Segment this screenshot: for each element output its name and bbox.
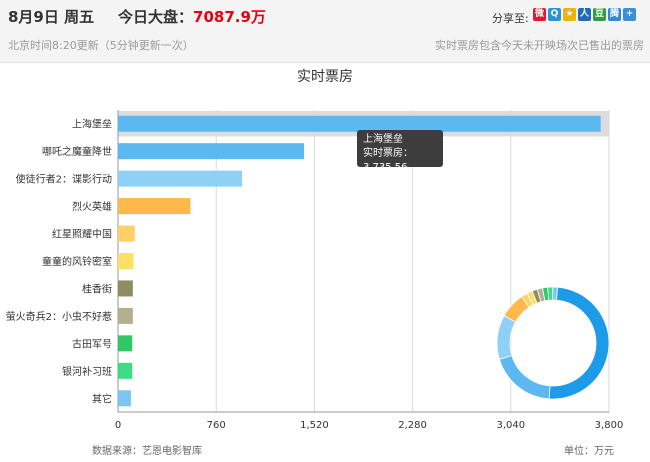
x-tick-label: 1,520: [300, 420, 329, 431]
more-icon[interactable]: +: [623, 8, 636, 21]
share-label: 分享至:: [492, 12, 529, 25]
star-icon[interactable]: ★: [563, 8, 576, 21]
qzone-icon[interactable]: Q: [548, 8, 561, 21]
tooltip-title: 上海堡垒: [363, 134, 403, 145]
tooltip-value: 3,735.56: [363, 162, 408, 173]
x-tick-label: 760: [207, 420, 226, 431]
category-label: 红星照耀中国: [52, 228, 112, 241]
bar: [118, 335, 133, 352]
update-time: 北京时间8:20更新（5分钟更新一次）: [8, 39, 194, 52]
chart-tooltip: 上海堡垒 实时票房： 3,735.56: [357, 130, 443, 173]
today-value: 7087.9万: [193, 8, 266, 26]
bar: [118, 115, 601, 132]
bar: [118, 170, 243, 187]
renren-icon[interactable]: 人: [578, 8, 591, 21]
bar: [118, 143, 305, 160]
header-bar: 8月9日 周五 今日大盘：7087.9万 分享至: 微 Q ★ 人豆腾 + 北京时间8:…: [0, 0, 650, 63]
weibo-icon[interactable]: 微: [533, 8, 546, 21]
bar: [118, 280, 133, 297]
today-box-office: 今日大盘：7087.9万: [118, 6, 266, 27]
data-source: 数据来源：艺恩电影智库: [92, 446, 202, 457]
bar: [118, 362, 133, 379]
donut-slice: [552, 286, 558, 301]
bar: [118, 198, 191, 215]
donut-slice: [498, 354, 551, 400]
bar: [118, 225, 135, 242]
x-tick-label: 3,800: [595, 420, 624, 431]
donut-slice: [496, 315, 517, 360]
category-label: 萤火奇兵2：小虫不好惹: [6, 310, 112, 323]
category-label: 哪吒之魔童降世: [42, 145, 112, 158]
tooltip-label: 实时票房：: [363, 148, 413, 159]
x-tick-label: 0: [115, 420, 121, 431]
date-label: 8月9日 周五: [8, 8, 95, 26]
category-label: 上海堡垒: [72, 118, 112, 131]
x-tick-label: 3,040: [496, 420, 525, 431]
category-label: 使徒行者2：谍影行动: [16, 173, 112, 186]
today-label: 今日大盘：: [118, 8, 194, 26]
tooltip-value-line: 实时票房： 3,735.56: [363, 147, 437, 175]
tencent-weibo-icon[interactable]: 腾: [608, 8, 621, 21]
category-label: 烈火英雄: [72, 200, 112, 213]
chart-title: 实时票房: [297, 69, 353, 85]
box-office-note: 实时票房包含今天未开映场次已售出的票房: [435, 39, 644, 52]
bar: [118, 390, 131, 407]
unit-label: 单位：万元: [564, 446, 614, 457]
bar: [118, 253, 134, 269]
bar: [118, 307, 133, 324]
category-label: 古田军号: [72, 337, 112, 350]
category-label: 其它: [92, 392, 112, 405]
category-label: 桂香街: [82, 282, 112, 295]
category-label: 银河补习班: [62, 365, 112, 378]
x-tick-label: 2,280: [398, 420, 427, 431]
donut-slice: [547, 286, 554, 301]
donut-slice: [548, 286, 610, 400]
douban-icon[interactable]: 豆: [593, 8, 606, 21]
share-icons: 微 Q ★ 人豆腾 +: [533, 8, 636, 21]
category-label: 童童的风铃密室: [42, 255, 112, 268]
